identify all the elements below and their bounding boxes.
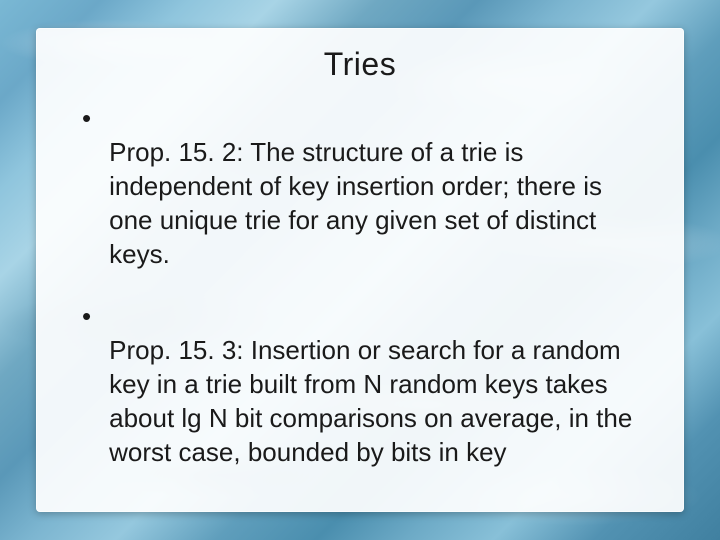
bullet-list: • Prop. 15. 2: The structure of a trie i… [78,101,642,469]
bullet-text: Prop. 15. 3: Insertion or search for a r… [109,299,642,469]
slide-title: Tries [78,46,642,83]
bullet-text-content: Prop. 15. 2: The structure of a trie is … [109,135,642,271]
bullet-text: Prop. 15. 2: The structure of a trie is … [109,101,642,271]
bullet-text-content: Prop. 15. 3: Insertion or search for a r… [109,333,642,469]
bullet-item: • Prop. 15. 3: Insertion or search for a… [78,299,642,469]
bullet-item: • Prop. 15. 2: The structure of a trie i… [78,101,642,271]
slide-card: Tries • Prop. 15. 2: The structure of a … [36,28,684,512]
bullet-marker-icon: • [82,299,91,333]
bullet-marker-icon: • [82,101,91,135]
